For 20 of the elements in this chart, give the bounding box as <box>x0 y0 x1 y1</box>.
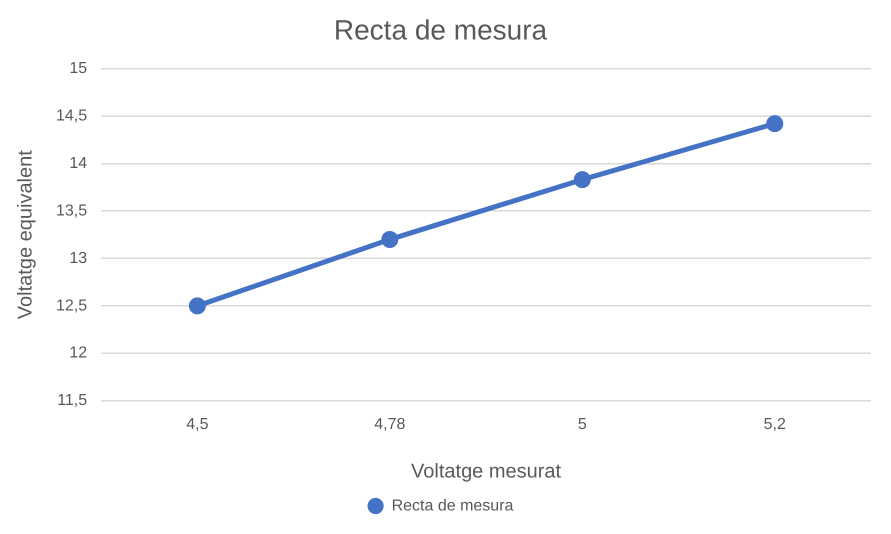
y-tick-label: 15 <box>69 60 88 78</box>
y-tick-label: 12,5 <box>56 297 88 314</box>
x-axis-title: Voltatge mesurat <box>411 460 562 483</box>
x-tick-label: 5 <box>578 416 587 433</box>
point <box>188 297 206 314</box>
x-tick-label: 4,5 <box>186 416 209 433</box>
legend-label: Recta de mesura <box>392 497 514 514</box>
y-axis-title: Voltatge equivalent <box>14 150 37 320</box>
point <box>574 171 591 188</box>
y-tick-label: 12 <box>69 344 88 362</box>
x-tick-label: 5,2 <box>764 416 786 433</box>
y-tick-label: 13 <box>69 250 88 267</box>
point <box>381 230 398 248</box>
point <box>766 115 784 132</box>
y-tick-label: 14,5 <box>56 107 88 124</box>
y-tick-label: 13,5 <box>56 202 88 220</box>
y-tick-label: 14 <box>69 154 88 172</box>
x-tick-label: 4,78 <box>374 416 406 433</box>
y-tick-label: 11,5 <box>57 392 88 410</box>
chart-title: Recta de mesura <box>334 14 548 46</box>
